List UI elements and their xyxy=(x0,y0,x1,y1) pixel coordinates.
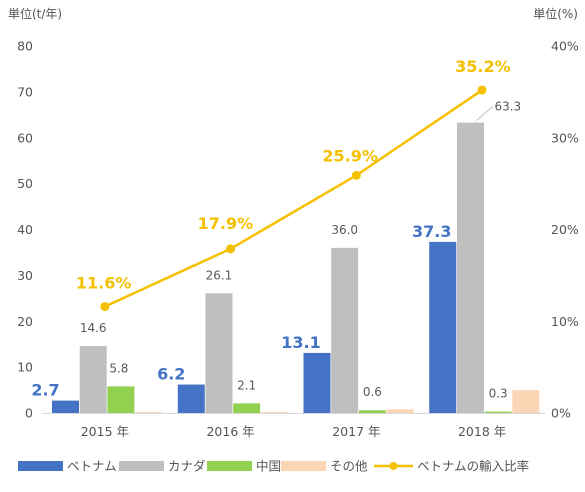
ratio-point xyxy=(477,85,487,95)
bar-3-4 xyxy=(484,411,512,413)
bar-3-2 xyxy=(233,403,261,413)
y-right-tick-label: 40% xyxy=(551,39,579,54)
right-axis-unit-label: 単位(%) xyxy=(533,6,578,21)
bar-1-3 xyxy=(303,352,331,413)
bar-3-3 xyxy=(358,410,386,413)
ratio-point xyxy=(100,302,110,312)
data-label-1-3: 13.1 xyxy=(281,333,320,352)
data-label-1-2: 6.2 xyxy=(157,365,185,384)
legend-label: ベトナムの輸入比率 xyxy=(417,459,529,474)
bar-4-1 xyxy=(135,412,163,413)
legend-label: 中国 xyxy=(256,459,281,474)
bar-3-1 xyxy=(107,386,135,413)
y-left-tick-label: 20 xyxy=(17,314,33,329)
bar-1-4 xyxy=(429,241,457,413)
data-label-3-1: 5.8 xyxy=(109,361,128,375)
y-left-tick-label: 0 xyxy=(25,406,33,421)
data-label-3-3: 0.6 xyxy=(363,385,382,399)
bar-1-1 xyxy=(52,400,79,413)
ratio-point xyxy=(351,170,361,180)
data-label-1-1: 2.7 xyxy=(31,381,59,400)
data-label-2-4: 63.3 xyxy=(494,100,521,114)
data-label-2-1: 14.6 xyxy=(80,321,107,335)
bar-4-2 xyxy=(260,412,288,413)
axes-group: 0 10 20 30 40 50 60 70 80 0% 10% 20% 30% 40% 2015 年 201… xyxy=(17,39,579,440)
bar-4-3 xyxy=(386,409,414,413)
y-left-tick-label: 10 xyxy=(17,360,33,375)
legend-swatch xyxy=(18,461,63,471)
y-left-tick-label: 80 xyxy=(17,39,33,54)
legend: ベトナム カナダ 中国 その他 ベトナムの輸入比率 xyxy=(18,459,529,474)
ratio-data-label: 35.2% xyxy=(455,57,511,76)
y-left-tick-label: 30 xyxy=(17,268,33,283)
y-right-tick-label: 0% xyxy=(551,406,571,421)
bar-2-1 xyxy=(79,346,107,413)
x-tick-label: 2018 年 xyxy=(458,424,506,439)
bar-4-4 xyxy=(512,390,540,413)
legend-swatch xyxy=(281,461,326,471)
ratio-point xyxy=(226,244,236,254)
legend-label: その他 xyxy=(330,459,368,474)
legend-swatch xyxy=(207,461,252,471)
y-left-tick-label: 60 xyxy=(17,130,33,145)
legend-swatch xyxy=(119,461,164,471)
ratio-line-group xyxy=(100,85,487,312)
ratio-data-label: 25.9% xyxy=(322,146,378,165)
y-left-tick-label: 50 xyxy=(17,176,33,191)
x-tick-label: 2017 年 xyxy=(332,424,380,439)
data-label-2-3: 36.0 xyxy=(331,223,358,237)
data-labels-group: 11.6% 17.9% 25.9% 35.2% 2.7 6.2 13.1 37.3 14.6 26… xyxy=(31,57,521,401)
data-label-leader xyxy=(476,106,493,121)
y-right-tick-label: 20% xyxy=(551,222,579,237)
y-right-tick-label: 10% xyxy=(551,314,579,329)
ratio-data-label: 11.6% xyxy=(76,274,132,293)
data-label-3-2: 2.1 xyxy=(237,378,256,392)
bars-group xyxy=(52,122,540,413)
bar-2-4 xyxy=(456,122,484,413)
ratio-line xyxy=(104,89,483,308)
legend-label: カナダ xyxy=(168,459,206,474)
y-left-tick-label: 40 xyxy=(17,222,33,237)
data-label-2-2: 26.1 xyxy=(206,268,233,282)
ratio-data-label: 17.9% xyxy=(198,214,254,233)
y-left-tick-label: 70 xyxy=(17,84,33,99)
data-label-1-4: 37.3 xyxy=(412,222,451,241)
bar-2-2 xyxy=(205,293,233,413)
x-tick-label: 2016 年 xyxy=(206,424,254,439)
bar-2-3 xyxy=(331,247,359,413)
legend-label: ベトナム xyxy=(67,459,117,474)
x-tick-label: 2015 年 xyxy=(81,424,129,439)
data-label-3-4: 0.3 xyxy=(489,387,508,401)
bar-1-2 xyxy=(177,384,205,413)
left-axis-unit-label: 単位(t/年) xyxy=(8,6,62,21)
legend-swatch-marker xyxy=(389,462,398,470)
y-right-tick-label: 30% xyxy=(551,130,579,145)
